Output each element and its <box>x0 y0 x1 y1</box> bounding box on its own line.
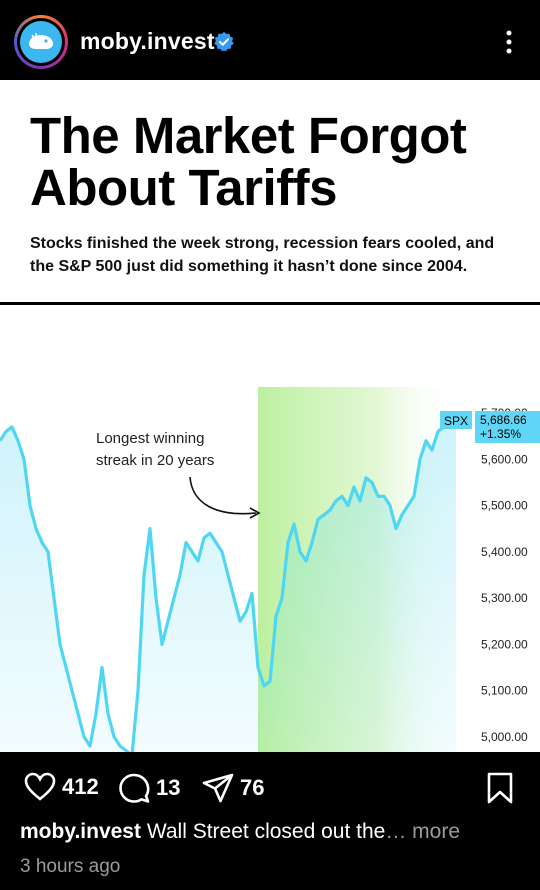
subtitle: Stocks finished the week strong, recessi… <box>30 232 525 278</box>
caption: moby.invest Wall Street closed out the… … <box>20 820 460 844</box>
more-options-icon[interactable] <box>498 27 520 57</box>
avatar[interactable] <box>14 15 68 69</box>
y-tick-label: 5,600.00 <box>481 452 528 466</box>
subtitle-line-1: Stocks finished the week strong, recessi… <box>30 235 495 252</box>
divider <box>0 302 540 305</box>
last-price: 5,686.66 <box>480 413 527 427</box>
post-image[interactable]: The Market Forgot About Tariffs Stocks f… <box>0 80 540 752</box>
share-button[interactable]: 76 <box>202 772 264 804</box>
price-line <box>0 417 457 752</box>
bookmark-icon <box>487 772 513 804</box>
caption-text: Wall Street closed out the <box>146 820 386 843</box>
shares-count: 76 <box>240 775 265 800</box>
ticker-label: SPX <box>444 414 468 428</box>
send-icon <box>202 773 234 803</box>
price-change: +1.35% <box>480 427 521 441</box>
post-username[interactable]: moby.invest <box>80 28 215 54</box>
price-area <box>0 419 456 752</box>
save-button[interactable] <box>486 772 514 804</box>
likes-count: 412 <box>62 774 99 799</box>
comment-button[interactable]: 13 <box>118 772 180 804</box>
price-tag: SPX 5,686.66 +1.35% <box>440 411 540 443</box>
annotation: Longest winning streak in 20 years <box>96 430 261 519</box>
comment-icon <box>119 773 150 803</box>
timestamp: 3 hours ago <box>20 856 121 877</box>
y-tick-label: 5,300.00 <box>481 591 528 605</box>
verified-badge-icon <box>214 31 234 52</box>
caption-more-link[interactable]: … more <box>385 820 461 843</box>
y-tick-label: 5,400.00 <box>481 545 528 559</box>
y-tick-label: 5,200.00 <box>481 637 528 651</box>
arrow-head <box>249 507 261 519</box>
spx-line-chart: 5,700.005,600.005,500.005,400.005,300.00… <box>0 387 540 752</box>
y-tick-label: 5,100.00 <box>481 684 528 698</box>
headline-line-2: About Tariffs <box>30 159 338 216</box>
post-header: moby.invest <box>0 0 540 80</box>
like-button[interactable]: 412 <box>24 772 99 802</box>
post-actions: 412 13 76 moby.invest Wall Street closed… <box>0 752 540 890</box>
y-tick-label: 5,000.00 <box>481 730 528 744</box>
avatar-frame <box>17 18 65 66</box>
annotation-line-1: Longest winning <box>96 430 204 447</box>
subtitle-line-2: the S&P 500 just did something it hasn’t… <box>30 258 468 275</box>
annotation-arrow <box>189 476 257 515</box>
comments-count: 13 <box>156 775 181 800</box>
headline: The Market Forgot About Tariffs <box>30 110 530 214</box>
annotation-line-2: streak in 20 years <box>96 452 214 469</box>
heart-icon <box>24 772 56 801</box>
whale-logo-icon <box>20 21 62 63</box>
y-tick-label: 5,500.00 <box>481 499 528 513</box>
headline-line-1: The Market Forgot <box>30 107 467 164</box>
caption-username[interactable]: moby.invest <box>20 820 141 843</box>
